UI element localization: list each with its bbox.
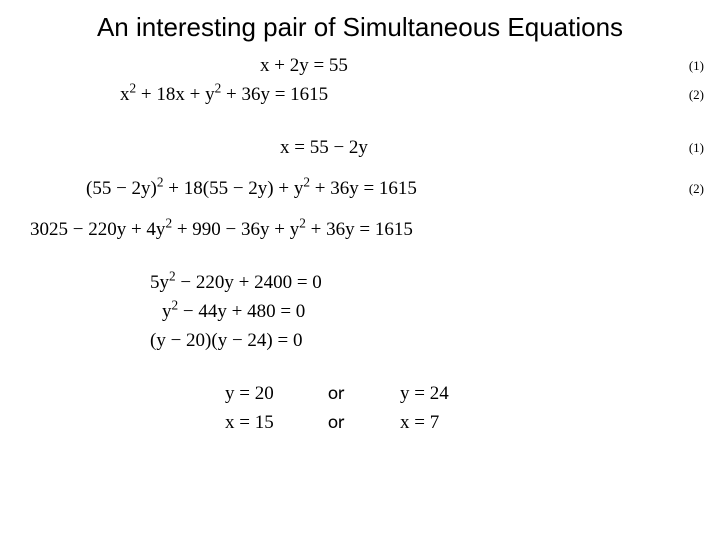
eq-number: (2) (689, 181, 704, 197)
eq-frag: + 36y = 1615 (306, 219, 413, 240)
eq-frag: y (162, 301, 172, 322)
eq-line-8: (y − 20)(y − 24) = 0 (150, 330, 302, 352)
eq-frag: + 18x + y (136, 84, 214, 105)
sol-y-1: y = 20 (225, 383, 274, 405)
math-content: x + 2y = 55 (1) x2 + 18x + y2 + 36y = 16… (0, 51, 720, 437)
eq-frag: + 990 − 36y + y (172, 219, 299, 240)
sol-x-1: x = 15 (225, 412, 274, 434)
eq-frag: 5y (150, 272, 169, 293)
exponent: 2 (299, 215, 306, 230)
eq-frag: + 36y = 1615 (310, 178, 417, 199)
eq-line-6: 5y2 − 220y + 2400 = 0 (150, 272, 322, 294)
equation-row: (y − 20)(y − 24) = 0 (0, 326, 720, 355)
equation-row: y2 − 44y + 480 = 0 (0, 297, 720, 326)
eq-number: (1) (689, 140, 704, 156)
eq-frag: + 36y = 1615 (221, 84, 328, 105)
page-title: An interesting pair of Simultaneous Equa… (0, 0, 720, 51)
eq-frag: (55 − 2y) (86, 178, 157, 199)
equation-row: x2 + 18x + y2 + 36y = 1615 (2) (0, 80, 720, 109)
eq-line-5: 3025 − 220y + 4y2 + 990 − 36y + y2 + 36y… (30, 219, 413, 241)
eq-line-3: x = 55 − 2y (280, 137, 368, 159)
eq-line-2: x2 + 18x + y2 + 36y = 1615 (120, 84, 328, 106)
eq-frag: x (120, 84, 130, 105)
eq-line-7: y2 − 44y + 480 = 0 (162, 301, 305, 323)
exponent: 2 (157, 174, 164, 189)
eq-number: (2) (689, 87, 704, 103)
equation-row: (55 − 2y)2 + 18(55 − 2y) + y2 + 36y = 16… (0, 174, 720, 203)
eq-frag: + 18(55 − 2y) + y (164, 178, 304, 199)
solution-row: y = 20 or y = 24 (0, 379, 720, 408)
equation-row: 3025 − 220y + 4y2 + 990 − 36y + y2 + 36y… (0, 215, 720, 244)
exponent: 2 (303, 174, 310, 189)
or-text: or (328, 411, 345, 434)
equation-row: x + 2y = 55 (1) (0, 51, 720, 80)
eq-line-1: x + 2y = 55 (260, 55, 348, 77)
eq-frag: 3025 − 220y + 4y (30, 219, 165, 240)
sol-y-2: y = 24 (400, 383, 449, 405)
solution-row: x = 15 or x = 7 (0, 408, 720, 437)
exponent: 2 (169, 268, 176, 283)
or-text: or (328, 382, 345, 405)
equation-row: x = 55 − 2y (1) (0, 133, 720, 162)
eq-line-4: (55 − 2y)2 + 18(55 − 2y) + y2 + 36y = 16… (86, 178, 417, 200)
eq-frag: − 44y + 480 = 0 (178, 301, 305, 322)
eq-frag: − 220y + 2400 = 0 (176, 272, 322, 293)
eq-number: (1) (689, 58, 704, 74)
equation-row: 5y2 − 220y + 2400 = 0 (0, 268, 720, 297)
sol-x-2: x = 7 (400, 412, 439, 434)
